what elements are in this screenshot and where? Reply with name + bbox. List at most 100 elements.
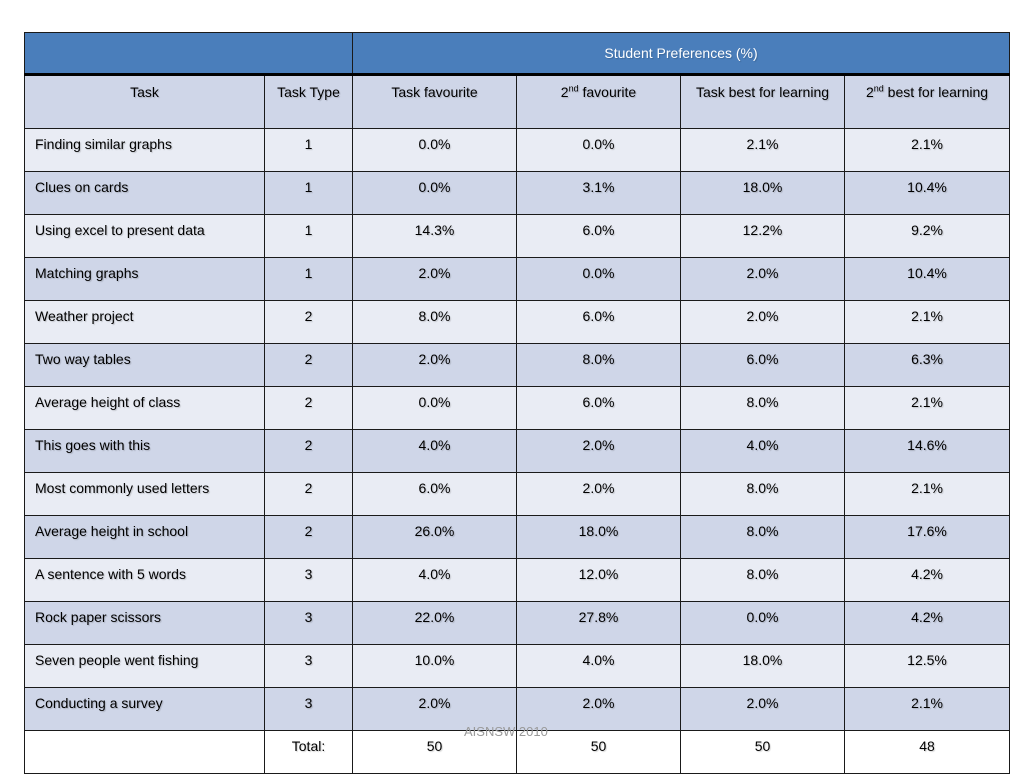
cell-task: Conducting a survey [24, 687, 265, 731]
column-header-row: Task Task Type Task favourite 2nd favour… [24, 74, 1011, 129]
header-second-favourite-prefix: 2 [560, 84, 569, 100]
cell-best-for-learning: 0.0% [680, 601, 845, 645]
table-row: Average height of class 2 0.0% 6.0% 8.0% 2.1% [24, 386, 1011, 430]
cell-best-for-learning: 8.0% [680, 472, 845, 516]
cell-task: Matching graphs [24, 257, 265, 301]
cell-best-for-learning: 18.0% [680, 644, 845, 688]
header-best-for-learning: Task best for learning [680, 74, 845, 129]
cell-second-best-for-learning: 2.1% [843, 472, 1011, 516]
cell-task-type: 2 [264, 472, 353, 516]
cell-task-favourite: 0.0% [352, 128, 517, 172]
cell-second-best-for-learning: 17.6% [843, 515, 1011, 559]
cell-best-for-learning: 18.0% [680, 171, 845, 215]
cell-task-type: 2 [264, 386, 353, 430]
cell-best-for-learning: 2.0% [680, 257, 845, 301]
cell-task: Average height of class [24, 386, 265, 430]
cell-second-best-for-learning: 14.6% [843, 429, 1011, 473]
student-preferences-table: Student Preferences (%) Task Task Type T… [24, 32, 1011, 774]
cell-task-type: 3 [264, 558, 353, 602]
cell-task-type: 3 [264, 644, 353, 688]
cell-second-best-for-learning: 10.4% [843, 171, 1011, 215]
cell-task: A sentence with 5 words [24, 558, 265, 602]
cell-task-type: 1 [264, 171, 353, 215]
cell-task: Clues on cards [24, 171, 265, 215]
cell-task-type: 1 [264, 214, 353, 258]
footer-credit: AISNSW 2010 [464, 724, 548, 739]
cell-second-favourite: 6.0% [516, 300, 681, 344]
cell-task: Average height in school [24, 515, 265, 559]
cell-second-favourite: 6.0% [516, 386, 681, 430]
cell-task-favourite: 4.0% [352, 558, 517, 602]
cell-task-type: 2 [264, 343, 353, 387]
cell-second-favourite: 4.0% [516, 644, 681, 688]
cell-second-best-for-learning: 4.2% [843, 601, 1011, 645]
cell-task-type: 1 [264, 128, 353, 172]
cell-task-favourite: 6.0% [352, 472, 517, 516]
header-task-type: Task Type [264, 74, 353, 129]
cell-task-type: 2 [264, 515, 353, 559]
table-row: Rock paper scissors 3 22.0% 27.8% 0.0% 4.2% [24, 601, 1011, 645]
header-second-best-suffix: best for learning [883, 84, 989, 100]
cell-task: This goes with this [24, 429, 265, 473]
cell-best-for-learning: 12.2% [680, 214, 845, 258]
cell-second-favourite: 12.0% [516, 558, 681, 602]
total-blank-cell [24, 730, 265, 774]
cell-second-best-for-learning: 2.1% [843, 687, 1011, 731]
cell-task-favourite: 2.0% [352, 257, 517, 301]
cell-best-for-learning: 2.0% [680, 687, 845, 731]
cell-second-best-for-learning: 9.2% [843, 214, 1011, 258]
cell-task-favourite: 0.0% [352, 386, 517, 430]
table-row: Most commonly used letters 2 6.0% 2.0% 8.0% 2… [24, 472, 1011, 516]
cell-task-type: 1 [264, 257, 353, 301]
cell-second-best-for-learning: 2.1% [843, 300, 1011, 344]
header-task: Task [24, 74, 265, 129]
cell-task: Two way tables [24, 343, 265, 387]
table-row: Using excel to present data 1 14.3% 6.0% 12.… [24, 214, 1011, 258]
cell-task: Rock paper scissors [24, 601, 265, 645]
table-row: Matching graphs 1 2.0% 0.0% 2.0% 10.4% [24, 257, 1011, 301]
cell-best-for-learning: 6.0% [680, 343, 845, 387]
cell-second-favourite: 0.0% [516, 128, 681, 172]
cell-second-best-for-learning: 2.1% [843, 128, 1011, 172]
cell-task-favourite: 2.0% [352, 687, 517, 731]
table-row: Seven people went fishing 3 10.0% 4.0% 18.0%… [24, 644, 1011, 688]
cell-second-favourite: 3.1% [516, 171, 681, 215]
cell-second-best-for-learning: 2.1% [843, 386, 1011, 430]
table-row: Average height in school 2 26.0% 18.0% 8.0% 1… [24, 515, 1011, 559]
cell-task-type: 3 [264, 687, 353, 731]
cell-task: Seven people went fishing [24, 644, 265, 688]
header-task-favourite: Task favourite [352, 74, 517, 129]
cell-task: Most commonly used letters [24, 472, 265, 516]
cell-best-for-learning: 8.0% [680, 515, 845, 559]
header-second-favourite: 2nd favourite [516, 74, 681, 129]
header-second-favourite-suffix: favourite [578, 84, 637, 100]
header-second-favourite-sup: nd [568, 83, 579, 94]
cell-second-best-for-learning: 6.3% [843, 343, 1011, 387]
cell-task-type: 3 [264, 601, 353, 645]
cell-task-favourite: 2.0% [352, 343, 517, 387]
cell-task: Weather project [24, 300, 265, 344]
cell-second-best-for-learning: 12.5% [843, 644, 1011, 688]
table-row: Two way tables 2 2.0% 8.0% 6.0% 6.3% [24, 343, 1011, 387]
cell-second-favourite: 2.0% [516, 429, 681, 473]
table-row: Conducting a survey 3 2.0% 2.0% 2.0% 2.1% [24, 687, 1011, 731]
total-row: Total: 50 50 50 48 [24, 730, 1011, 774]
cell-task-favourite: 14.3% [352, 214, 517, 258]
cell-best-for-learning: 2.1% [680, 128, 845, 172]
total-label: Total: [264, 730, 353, 774]
cell-task-type: 2 [264, 429, 353, 473]
header-second-best-sup: nd [873, 83, 884, 94]
table-row: This goes with this 2 4.0% 2.0% 4.0% 14.6% [24, 429, 1011, 473]
header-second-best-prefix: 2 [865, 84, 874, 100]
table-title-row: Student Preferences (%) [24, 32, 1011, 76]
cell-task-favourite: 4.0% [352, 429, 517, 473]
cell-task-favourite: 0.0% [352, 171, 517, 215]
total-task-favourite: 50 [352, 730, 517, 774]
total-best-for-learning: 50 [680, 730, 845, 774]
cell-task: Using excel to present data [24, 214, 265, 258]
cell-best-for-learning: 8.0% [680, 558, 845, 602]
cell-best-for-learning: 2.0% [680, 300, 845, 344]
cell-second-favourite: 2.0% [516, 472, 681, 516]
cell-second-best-for-learning: 10.4% [843, 257, 1011, 301]
